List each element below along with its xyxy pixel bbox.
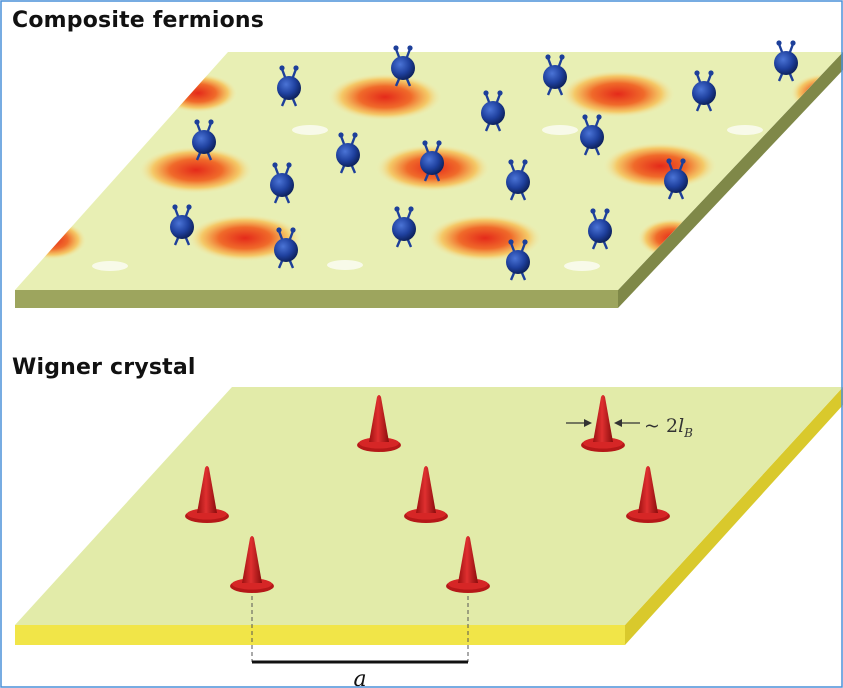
lattice-spacing-indicator (251, 596, 469, 664)
peak-width-label: ~ 2lB (644, 415, 693, 440)
composite-fermions-title: Composite fermions (12, 8, 265, 33)
composite-fermions-slab (15, 39, 843, 308)
bottom-slab-right-side (625, 387, 843, 645)
bottom-slab-side (15, 625, 625, 645)
top-slab-side (15, 290, 618, 308)
wigner-crystal-slab: ~ 2lB a (15, 387, 843, 688)
lattice-constant-label: a (353, 667, 366, 688)
peak-width-indicator (566, 419, 640, 427)
wigner-crystal-title: Wigner crystal (12, 355, 196, 380)
top-slab-right-side (618, 52, 843, 308)
